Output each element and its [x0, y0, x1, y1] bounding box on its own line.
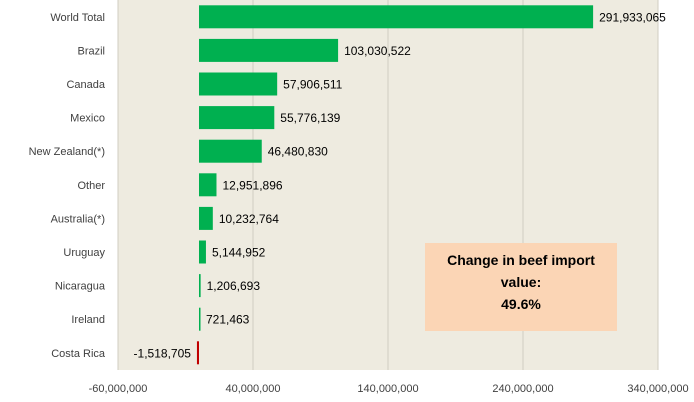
category-label: Mexico: [70, 113, 105, 125]
annotation-line-1: Change in beef import: [447, 252, 595, 268]
data-label: -1,518,705: [134, 346, 192, 360]
category-label: Ireland: [71, 314, 105, 326]
x-tick-label: 140,000,000: [357, 383, 418, 395]
category-label: Other: [77, 180, 105, 192]
data-label: 46,480,830: [268, 145, 328, 159]
bar: [199, 139, 262, 163]
annotation-line-3: 49.6%: [501, 296, 541, 312]
data-label: 57,906,511: [283, 78, 342, 92]
data-labels: 291,933,065 103,030,522 57,906,511 55,776,1…: [134, 10, 667, 360]
category-label: Canada: [66, 79, 105, 91]
data-label: 55,776,139: [280, 111, 340, 125]
bar: [199, 173, 217, 197]
data-label: 291,933,065: [599, 10, 666, 24]
x-tick-label: 40,000,000: [225, 383, 280, 395]
bar: [199, 72, 278, 96]
data-label: 1,206,693: [207, 279, 261, 293]
category-label: Uruguay: [63, 247, 105, 259]
bars: [196, 5, 594, 365]
bar: [199, 5, 594, 29]
x-tick-label: 340,000,000: [627, 383, 688, 395]
bar: [199, 206, 213, 230]
category-label: Australia(*): [51, 213, 105, 225]
data-label: 10,232,764: [219, 212, 279, 226]
category-label: New Zealand(*): [29, 146, 105, 158]
bar: [199, 274, 201, 298]
x-tick-label: 240,000,000: [492, 383, 553, 395]
data-label: 12,951,896: [222, 178, 282, 192]
category-label: Brazil: [77, 45, 105, 57]
x-axis-tick-labels: -60,000,000 40,000,000 140,000,000 240,000,…: [89, 383, 689, 395]
annotation-line-2: value:: [500, 274, 542, 290]
bar: [199, 240, 206, 264]
bar: [196, 341, 199, 365]
data-label: 103,030,522: [344, 44, 411, 58]
data-label: 721,463: [206, 313, 250, 327]
category-label: Nicaragua: [55, 281, 106, 293]
x-tick-label: -60,000,000: [89, 383, 148, 395]
annotation-box: Change in beef import value: 49.6%: [425, 243, 617, 331]
bar: [199, 38, 339, 62]
bar: [199, 307, 201, 331]
bar: [199, 106, 275, 130]
category-labels: World Total Brazil Canada Mexico New Zealand…: [29, 12, 106, 360]
data-label: 5,144,952: [212, 246, 266, 260]
category-label: Costa Rica: [51, 348, 106, 360]
category-label: World Total: [50, 12, 105, 24]
